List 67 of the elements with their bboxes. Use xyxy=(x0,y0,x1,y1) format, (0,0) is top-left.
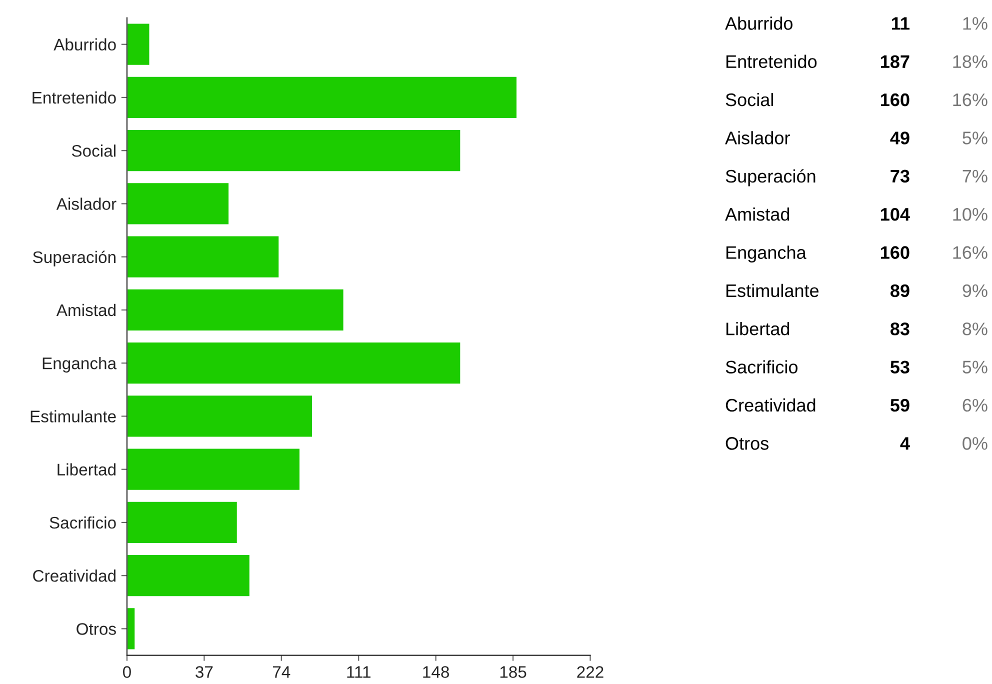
bar xyxy=(126,128,462,173)
text: 104 xyxy=(881,208,910,221)
text: 49 xyxy=(890,132,910,144)
bar xyxy=(126,22,151,66)
text: 8% xyxy=(962,322,988,336)
text: Amistad xyxy=(725,207,790,221)
text: 16% xyxy=(953,93,988,106)
bar xyxy=(126,234,280,279)
bar xyxy=(126,554,251,598)
y-tick-label: Amistad xyxy=(56,304,116,316)
bar xyxy=(126,447,301,492)
x-tick-label: 185 xyxy=(500,666,526,678)
x-tick-label: 111 xyxy=(347,666,370,678)
text: 11 xyxy=(892,17,910,30)
y-tick-label: Aburrido xyxy=(54,38,116,51)
text: Entretenido xyxy=(726,54,817,68)
y-tick-label: Engancha xyxy=(42,357,117,373)
text: 160 xyxy=(881,93,910,106)
text: Estimulante xyxy=(726,284,819,298)
text: 160 xyxy=(881,246,910,259)
text: 6% xyxy=(962,398,988,412)
text: 18% xyxy=(953,55,988,68)
bar xyxy=(126,288,345,332)
text: 59 xyxy=(890,398,910,412)
text: 83 xyxy=(890,322,910,336)
text: Otros xyxy=(726,437,768,450)
text: 7% xyxy=(962,170,988,183)
y-tick-label: Libertad xyxy=(58,463,116,476)
text: Social xyxy=(726,92,773,106)
text: 0% xyxy=(962,437,988,450)
bar xyxy=(126,341,462,386)
text: 73 xyxy=(890,170,910,183)
x-tick-label: 0 xyxy=(122,666,131,678)
bar xyxy=(126,182,230,226)
text: 16% xyxy=(953,246,988,259)
text: 187 xyxy=(881,55,910,68)
text: Superación xyxy=(726,169,816,186)
x-tick-label: 37 xyxy=(196,666,213,678)
x-tick-label: 74 xyxy=(272,666,290,678)
bar xyxy=(126,76,518,120)
y-tick-label: Estimulante xyxy=(30,410,116,422)
y-tick-label: Sacrificio xyxy=(50,516,116,529)
text: Aislador xyxy=(725,131,790,144)
bar xyxy=(126,606,136,651)
y-tick-label: Creatividad xyxy=(33,570,116,582)
text: 5% xyxy=(962,360,988,374)
text: 89 xyxy=(890,284,910,298)
y-tick-label: Social xyxy=(72,144,116,157)
bar xyxy=(126,500,238,544)
text: Creatividad xyxy=(726,398,816,412)
text: 10% xyxy=(953,208,988,221)
text: Sacrificio xyxy=(726,360,798,374)
y-tick-label: Superación xyxy=(33,250,116,266)
text: Aburrido xyxy=(725,16,792,30)
x-tick-label: 222 xyxy=(577,666,604,678)
y-tick-label: Entretenido xyxy=(32,91,116,104)
text: 1% xyxy=(963,17,988,30)
text: 53 xyxy=(890,360,910,374)
text: 9% xyxy=(962,284,988,298)
text: 5% xyxy=(962,132,988,144)
y-tick-label: Otros xyxy=(76,623,116,635)
y-tick-label: Aislador xyxy=(56,198,116,210)
text: 4 xyxy=(900,437,910,450)
x-tick-label: 148 xyxy=(423,666,449,678)
text: Engancha xyxy=(726,246,806,263)
bar xyxy=(126,394,314,438)
text: Libertad xyxy=(726,322,790,336)
